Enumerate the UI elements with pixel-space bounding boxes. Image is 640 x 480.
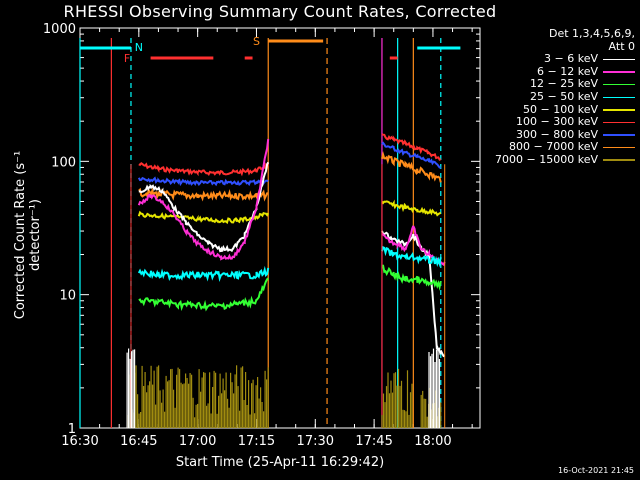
- legend-entry: 3 − 6 keV: [483, 53, 635, 66]
- legend-swatch: [603, 159, 635, 161]
- legend-label: 6 − 12 keV: [537, 64, 598, 78]
- series-line: [138, 161, 270, 177]
- legend-entry: 7000 − 15000 keV: [483, 152, 635, 167]
- x-tick-label: 16:45: [120, 434, 157, 449]
- legend-swatch: [603, 71, 635, 73]
- legend-label: 100 − 300 keV: [516, 115, 598, 129]
- series-line: [381, 230, 446, 358]
- legend-swatch: [603, 83, 635, 86]
- y-tick-label: 10: [59, 289, 76, 304]
- legend-entry: 12 − 25 keV: [483, 78, 635, 91]
- legend-entry: 6 − 12 keV: [483, 64, 635, 79]
- x-tick-label: 18:00: [414, 434, 451, 449]
- series-line: [137, 138, 270, 261]
- legend-swatch: [603, 146, 635, 149]
- flag-label: N: [135, 41, 143, 54]
- series-line: [137, 210, 270, 225]
- series-line: [381, 141, 441, 169]
- y-tick-label: 1: [68, 422, 76, 437]
- y-axis-label: Corrected Count Rate (s⁻¹ detector⁻¹): [13, 150, 43, 320]
- legend-swatch: [603, 121, 635, 124]
- series-line: [381, 264, 442, 291]
- series-line: [138, 277, 269, 312]
- series-line: [381, 133, 442, 161]
- x-tick-label: 17:15: [238, 434, 275, 449]
- legend-entry: 25 − 50 keV: [483, 89, 635, 104]
- series-line: [138, 161, 270, 253]
- x-tick-label: 17:30: [297, 434, 334, 449]
- legend-swatch: [603, 58, 635, 61]
- series-line: [138, 187, 269, 202]
- series-line: [381, 150, 442, 183]
- legend-label: 12 − 25 keV: [530, 77, 598, 91]
- plot-frame: [79, 27, 481, 429]
- footer-timestamp: 16-Oct-2021 21:45: [558, 466, 634, 475]
- legend-entry: 100 − 300 keV: [483, 116, 635, 129]
- x-tick-label: 17:45: [355, 434, 392, 449]
- series-line: [381, 199, 442, 217]
- series-line: [137, 176, 269, 187]
- legend-swatch: [603, 109, 635, 111]
- legend-label: 7000 − 15000 keV: [495, 152, 598, 166]
- x-axis-label: Start Time (25-Apr-11 16:29:42): [175, 455, 385, 470]
- legend-label: 50 − 100 keV: [523, 102, 598, 116]
- legend-entry: 50 − 100 keV: [483, 102, 635, 117]
- x-tick-label: 17:00: [179, 434, 216, 449]
- series-line: [381, 246, 442, 268]
- legend-header-line-1: Det 1,3,4,5,6,9,: [548, 27, 635, 40]
- legend-entry: 300 − 800 keV: [483, 127, 635, 142]
- legend-label: 3 − 6 keV: [544, 52, 598, 66]
- series-line: [137, 265, 270, 283]
- flag-label: S: [253, 35, 260, 48]
- flag-label: F: [124, 52, 130, 65]
- x-tick-label: 16:30: [61, 434, 98, 449]
- legend-swatch: [603, 96, 635, 99]
- legend-label: 25 − 50 keV: [530, 89, 598, 103]
- chart-title: RHESSI Observing Summary Count Rates, Co…: [63, 2, 497, 21]
- y-tick-label: 1000: [43, 22, 76, 37]
- legend-entry: 800 − 7000 keV: [483, 141, 635, 154]
- legend-header-line-2: Att 0: [608, 39, 635, 53]
- legend: Det 1,3,4,5,6,9, Att 0 3 − 6 keV 6 − 12 k…: [483, 27, 635, 167]
- legend-label: 800 − 7000 keV: [509, 140, 598, 154]
- legend-swatch: [603, 134, 635, 136]
- legend-label: 300 − 800 keV: [516, 127, 598, 141]
- y-tick-label: 100: [51, 155, 76, 170]
